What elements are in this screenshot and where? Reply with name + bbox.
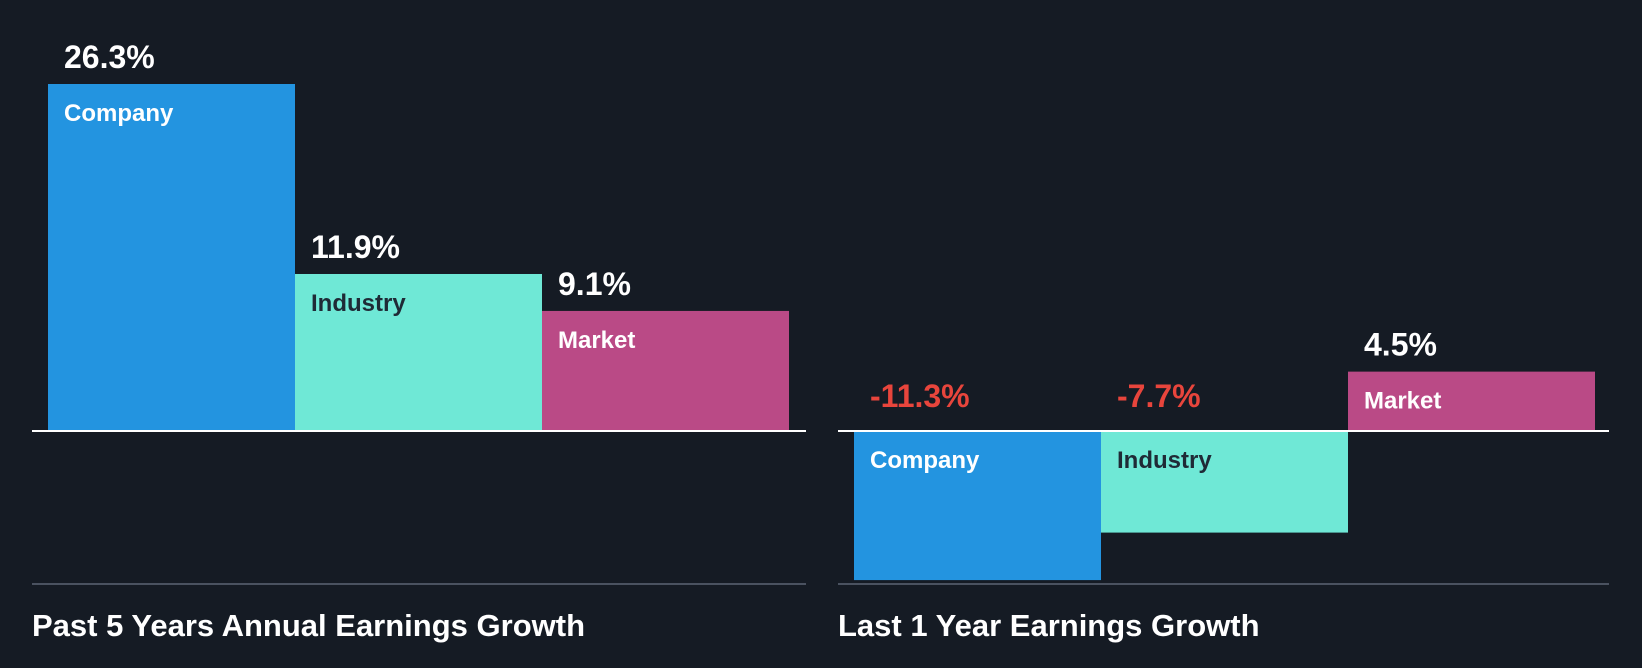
category-label-company-past-5-years: Company <box>64 100 174 127</box>
category-label-market-last-1-year: Market <box>1364 388 1441 415</box>
category-label-industry-past-5-years: Industry <box>311 290 406 317</box>
value-label-market-past-5-years: 9.1% <box>558 266 631 302</box>
bar-company-last-1-year <box>854 431 1101 581</box>
panel-last-1-year: Last 1 Year Earnings Growth Company -11.3… <box>838 327 1609 643</box>
bar-industry-last-1-year <box>1101 431 1348 533</box>
value-label-company-last-1-year: -11.3% <box>870 378 970 414</box>
bar-company-past-5-years <box>48 84 295 431</box>
bar-market-last-1-year <box>1348 371 1595 431</box>
panel-title-past-5-years: Past 5 Years Annual Earnings Growth <box>32 608 585 643</box>
value-label-market-last-1-year: 4.5% <box>1364 327 1437 363</box>
panel-title-last-1-year: Last 1 Year Earnings Growth <box>838 608 1260 643</box>
value-label-industry-last-1-year: -7.7% <box>1117 378 1201 414</box>
panel-past-5-years: Past 5 Years Annual Earnings Growth Comp… <box>32 39 806 643</box>
value-label-company-past-5-years: 26.3% <box>64 39 155 75</box>
value-label-industry-past-5-years: 11.9% <box>311 229 400 265</box>
category-label-industry-last-1-year: Industry <box>1117 447 1212 474</box>
category-label-company-last-1-year: Company <box>870 447 980 474</box>
bar-industry-past-5-years <box>295 273 542 431</box>
bar-market-past-5-years <box>542 310 789 431</box>
category-label-market-past-5-years: Market <box>558 327 635 354</box>
